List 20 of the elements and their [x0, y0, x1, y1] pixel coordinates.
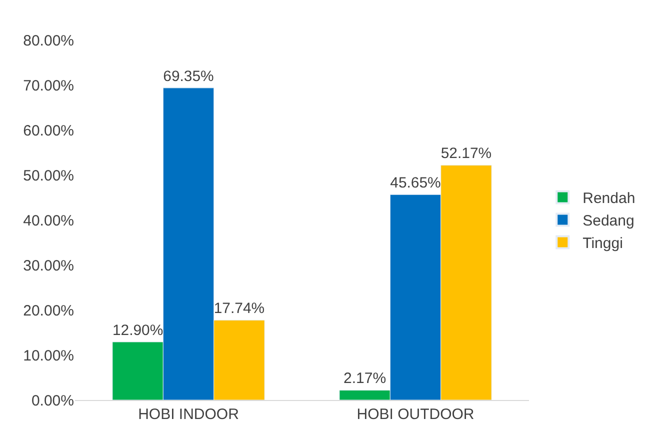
y-tick-label: 0.00%: [31, 392, 74, 410]
y-tick-label: 60.00%: [23, 122, 74, 140]
y-tick-label: 30.00%: [23, 257, 74, 274]
data-label: 52.17%: [440, 145, 492, 162]
y-tick-label: 80.00%: [23, 32, 74, 50]
y-tick-label: 50.00%: [23, 167, 74, 184]
x-tick-label: HOBI OUTDOOR: [356, 406, 474, 423]
legend-label: Sedang: [582, 212, 634, 230]
legend-label: Tinggi: [582, 235, 623, 252]
data-label: 17.74%: [214, 300, 265, 318]
y-tick-label: 10.00%: [23, 347, 74, 364]
y-tick-label: 20.00%: [23, 302, 74, 320]
y-tick-label: 70.00%: [23, 77, 74, 94]
legend-label: Rendah: [582, 190, 636, 208]
x-tick-label: HOBI INDOOR: [138, 406, 240, 423]
data-label: 45.65%: [390, 174, 441, 192]
data-label: 69.35%: [163, 68, 214, 85]
data-label: 2.17%: [344, 370, 386, 388]
y-tick-label: 40.00%: [23, 212, 74, 230]
data-label: 12.90%: [112, 322, 164, 339]
